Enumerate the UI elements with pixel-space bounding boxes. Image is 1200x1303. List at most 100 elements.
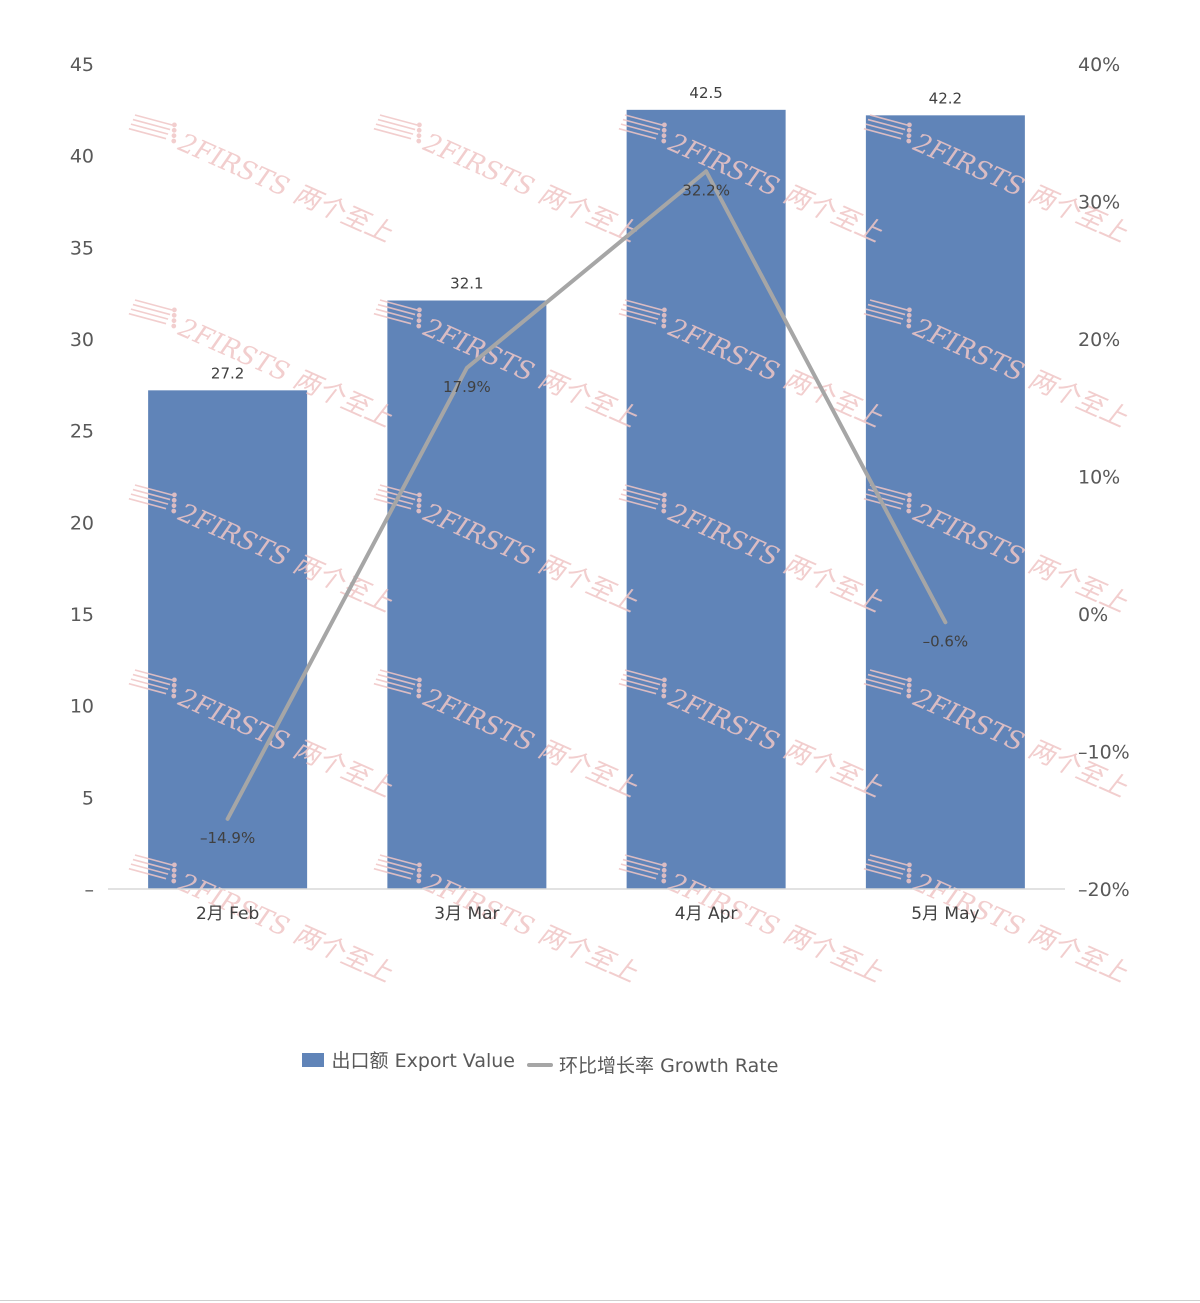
watermark-stroke — [620, 678, 659, 690]
watermark-dot — [906, 677, 912, 683]
watermark-stroke — [620, 308, 659, 320]
watermark-dot — [661, 693, 667, 699]
watermark-stroke — [620, 863, 659, 875]
watermark-dot — [416, 508, 422, 514]
right-tick-label: –10% — [1078, 742, 1130, 764]
watermark-stroke — [377, 488, 416, 501]
watermark-dot — [906, 688, 912, 694]
line-series-group — [225, 169, 948, 821]
watermark-dot — [661, 133, 667, 139]
watermark-stroke — [128, 497, 167, 510]
watermark-stroke — [622, 673, 661, 686]
watermark-stroke — [375, 863, 414, 875]
watermark-dot — [906, 312, 912, 318]
watermark-stroke — [869, 299, 908, 311]
watermark-stroke — [132, 488, 171, 501]
left-tick-label: 30 — [70, 329, 94, 351]
watermark-dot — [171, 688, 177, 694]
watermark-stroke — [869, 114, 908, 126]
right-tick-label: –20% — [1078, 879, 1130, 901]
watermark-logo: 2FIRSTS 两个至上 — [373, 114, 642, 249]
line-value-label: –0.6% — [923, 632, 969, 650]
left-tick-label: 10 — [70, 696, 94, 718]
watermark-stroke — [379, 114, 418, 126]
watermark-dot — [661, 873, 667, 879]
watermark-dot — [906, 862, 912, 868]
watermark-dot — [661, 497, 667, 503]
watermark-stroke — [379, 669, 418, 681]
watermark-stroke — [128, 127, 167, 140]
watermark-dot — [416, 693, 422, 699]
right-axis: –20% –10% 0% 10% 20% 30% 40% — [1078, 54, 1130, 901]
bar-value-label: 42.5 — [689, 84, 722, 102]
watermark-dot — [171, 508, 177, 514]
watermark-dot — [906, 133, 912, 139]
watermark-dot — [906, 682, 912, 688]
line-value-label: –14.9% — [200, 829, 255, 847]
bar-value-label: 32.1 — [450, 275, 483, 293]
watermark-text: 2FIRSTS 两个至上 — [173, 128, 397, 250]
watermark-dot — [171, 127, 177, 133]
line-value-label: 32.2% — [682, 181, 730, 199]
watermark-stroke — [863, 682, 902, 695]
watermark-stroke — [128, 312, 167, 325]
watermark-stroke — [130, 493, 169, 505]
watermark-dot — [416, 312, 422, 318]
watermark-dot — [661, 323, 667, 329]
watermark-dot — [171, 133, 177, 139]
legend-bar-swatch — [301, 1052, 324, 1067]
watermark-dot — [416, 122, 422, 128]
category-label: 5月 May — [911, 904, 979, 924]
category-label: 3月 Mar — [434, 904, 499, 924]
watermark-dot — [661, 492, 667, 498]
left-tick-label: 25 — [70, 421, 94, 443]
watermark-stroke — [134, 669, 173, 681]
watermark-stroke — [130, 123, 169, 135]
watermark-stroke — [618, 497, 657, 510]
legend-label-growth-rate: 环比增长率 Growth Rate — [559, 1055, 779, 1077]
watermark-stroke — [618, 127, 657, 140]
watermark-stroke — [128, 682, 167, 695]
watermark-dot — [416, 677, 422, 683]
watermark-dot — [416, 133, 422, 139]
watermark-stroke — [377, 303, 416, 316]
watermark-stroke — [869, 484, 908, 496]
watermark-stroke — [134, 114, 173, 126]
watermark-dot — [171, 138, 177, 144]
watermark-dot — [906, 508, 912, 514]
watermark-stroke — [622, 858, 661, 871]
watermark-dot — [416, 688, 422, 694]
watermark-dot — [661, 688, 667, 694]
right-tick-label: 0% — [1078, 604, 1108, 626]
watermark-stroke — [624, 114, 663, 126]
legend-line-swatch — [527, 1062, 554, 1067]
watermark-stroke — [618, 867, 657, 880]
watermark-dot — [416, 878, 422, 884]
watermark-dot — [906, 138, 912, 144]
watermark-stroke — [618, 682, 657, 695]
watermark-stroke — [130, 863, 169, 875]
watermark-stroke — [624, 484, 663, 496]
bar-data-labels: 27.2 32.1 42.5 42.2 — [211, 84, 962, 383]
watermark-dot — [661, 867, 667, 873]
watermark-stroke — [867, 303, 906, 316]
watermark-stroke — [379, 484, 418, 496]
watermark-dot — [171, 497, 177, 503]
watermark-dot — [661, 503, 667, 509]
watermark-stroke — [134, 299, 173, 311]
category-label: 2月 Feb — [196, 904, 259, 924]
watermark-dot — [661, 307, 667, 313]
watermark-logo: 2FIRSTS 两个至上 — [128, 114, 397, 250]
watermark-dot — [416, 503, 422, 509]
watermark-dot — [906, 873, 912, 879]
watermark-stroke — [865, 123, 904, 135]
line-data-labels: –14.9% 17.9% 32.2% –0.6% — [200, 181, 968, 847]
bar-2 — [387, 300, 547, 889]
bottom-divider — [0, 1300, 1200, 1301]
watermark-stroke — [132, 303, 171, 316]
category-label: 4月 Apr — [675, 904, 738, 924]
watermark-stroke — [132, 858, 171, 871]
watermark-stroke — [863, 312, 902, 325]
watermark-dot — [906, 323, 912, 329]
